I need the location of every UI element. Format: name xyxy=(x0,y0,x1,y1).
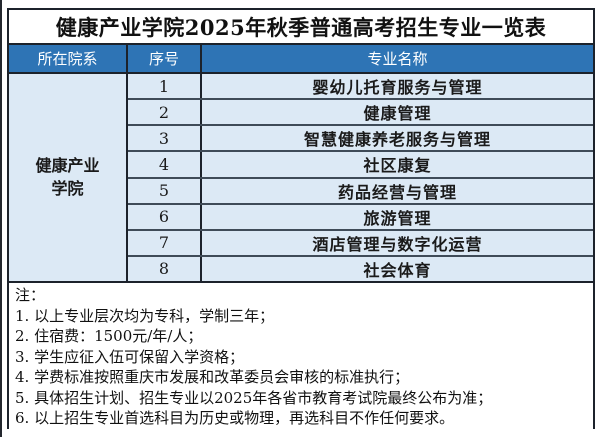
table-row: 1 婴幼儿托育服务与管理 xyxy=(128,74,593,101)
note-line: 6. 以上招生专业首选科目为历史或物理，再选科目不作任何要求。 xyxy=(15,409,455,427)
page-edge-line xyxy=(0,0,2,437)
row-major: 酒店管理与数字化运营 xyxy=(312,234,483,254)
notes-section: 注： 1. 以上专业层次均为专科，学制三年； 2. 住宿费：1500元/年/人；… xyxy=(9,283,593,429)
table-row: 7 酒店管理与数字化运营 xyxy=(128,230,593,257)
table-header-row: 所在院系 序号 专业名称 xyxy=(9,45,593,74)
department-name: 健康产业学院 xyxy=(35,156,100,198)
row-major: 智慧健康养老服务与管理 xyxy=(303,130,491,150)
row-major: 健康管理 xyxy=(363,104,432,124)
row-major: 婴幼儿托育服务与管理 xyxy=(312,78,483,98)
page-title: 健康产业学院2025年秋季普通高考招生专业一览表 xyxy=(9,10,593,45)
row-number: 6 xyxy=(128,204,202,229)
note-line: 1. 以上专业层次均为专科，学制三年； xyxy=(15,306,275,325)
notes-label: 注： xyxy=(15,286,46,304)
table-row: 4 社区康复 xyxy=(128,152,593,179)
row-number: 3 xyxy=(128,126,202,151)
row-number: 4 xyxy=(128,152,202,177)
note-line: 3. 学生应征入伍可保留入学资格； xyxy=(15,347,245,366)
note-line: 4. 学费标准按照重庆市发展和改革委员会审核的标准执行； xyxy=(15,368,410,386)
table-row: 3 智慧健康养老服务与管理 xyxy=(128,126,593,153)
admissions-table: 健康产业学院2025年秋季普通高考招生专业一览表 所在院系 序号 专业名称 健康… xyxy=(7,8,595,429)
note-line: 2. 住宿费：1500元/年/人； xyxy=(15,327,203,345)
row-major: 社会体育 xyxy=(363,260,432,280)
row-number: 2 xyxy=(128,100,202,125)
row-number: 5 xyxy=(128,178,202,203)
note-line: 5. 具体招生计划、招生专业以2025年各省市教育考试院最终公布为准； xyxy=(15,388,493,407)
department-cell: 健康产业学院 xyxy=(9,74,128,281)
rows-column: 1 婴幼儿托育服务与管理 2 健康管理 3 智慧健康养老服务与管理 4 社区康复… xyxy=(128,74,593,281)
table-row: 8 社会体育 xyxy=(128,256,593,281)
header-department: 所在院系 xyxy=(9,45,128,72)
row-number: 7 xyxy=(128,230,202,255)
row-number: 1 xyxy=(128,74,202,99)
header-number: 序号 xyxy=(128,45,202,72)
header-major-name: 专业名称 xyxy=(367,50,428,68)
table-body: 健康产业学院 1 婴幼儿托育服务与管理 2 健康管理 3 智慧健康养老服务与管理… xyxy=(9,74,593,283)
row-major: 药品经营与管理 xyxy=(337,182,457,202)
table-row: 2 健康管理 xyxy=(128,100,593,127)
table-row: 5 药品经营与管理 xyxy=(128,178,593,205)
table-row: 6 旅游管理 xyxy=(128,204,593,231)
row-major: 社区康复 xyxy=(363,156,432,176)
row-major: 旅游管理 xyxy=(363,208,432,228)
row-number: 8 xyxy=(128,256,202,281)
